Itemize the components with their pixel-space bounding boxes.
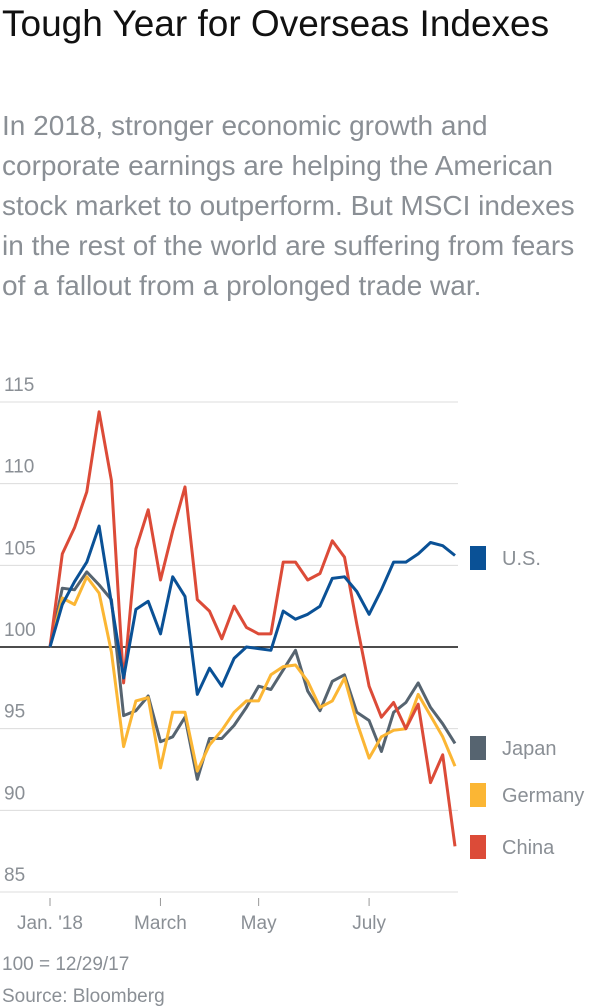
- series-line: [48, 410, 457, 847]
- legend-label: Japan: [502, 738, 557, 760]
- legend-label: China: [502, 837, 555, 859]
- series-line: [48, 575, 457, 773]
- series-line: [48, 524, 456, 696]
- chart-subtitle: In 2018, stronger economic growth and co…: [2, 110, 575, 301]
- x-tick-label: July: [352, 913, 386, 934]
- x-tick-label: May: [241, 913, 277, 934]
- legend-swatch: [470, 835, 486, 859]
- legend-swatch: [470, 783, 486, 807]
- chart-title: Tough Year for Overseas Indexes: [2, 3, 550, 44]
- y-tick-label: 90: [4, 783, 25, 804]
- legend-label: Germany: [502, 785, 584, 807]
- y-tick-label: 95: [4, 702, 25, 723]
- legend-swatch: [470, 736, 486, 760]
- y-tick-label: 110: [4, 457, 34, 478]
- y-tick-label: 100: [4, 620, 36, 641]
- y-tick-label: 115: [4, 375, 34, 396]
- note: 100 = 12/29/17: [2, 954, 129, 975]
- y-tick-label: 85: [4, 865, 25, 886]
- legend-swatch: [470, 546, 486, 570]
- source: Source: Bloomberg: [2, 986, 165, 1007]
- x-tick-label: Jan. '18: [17, 913, 83, 934]
- legend-label: U.S.: [502, 548, 541, 570]
- y-tick-label: 105: [4, 538, 36, 559]
- x-tick-label: March: [134, 913, 187, 934]
